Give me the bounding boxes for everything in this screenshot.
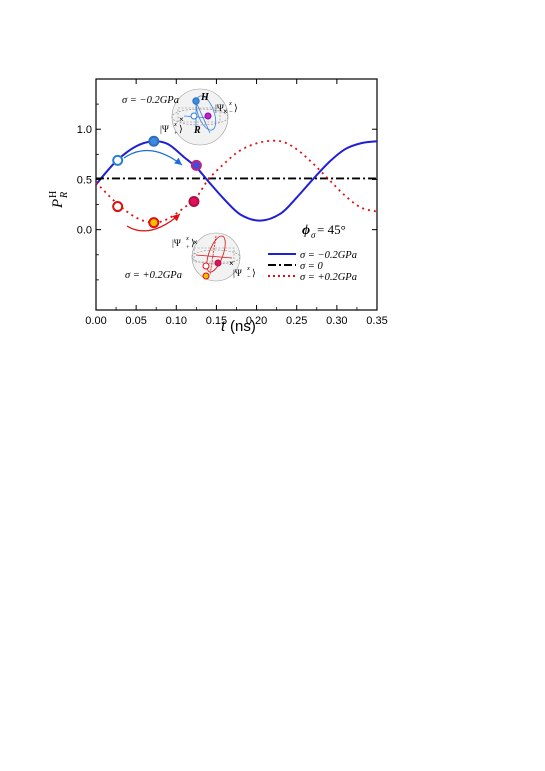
x-axis-label-var: t [221,318,226,335]
legend-label-pos: σ = +0.2GPa [300,272,357,283]
y-tick-label: 0.5 [77,174,92,186]
y-axis-label-sub: R [59,192,70,199]
ket-psi-plus-top: |Ψ x + ⟩ [160,121,183,137]
series-line-0 [95,140,378,222]
phi-label: ϕ σ = 45° [302,222,346,240]
x-tick-label: 0.30 [326,315,347,327]
legend: σ = −0.2GPa σ = 0 σ = +0.2GPa [268,250,357,283]
tick-group: 0.00 0.05 0.10 0.15 0.20 0.25 0.30 0.35 0.0 0.5 1.… [77,79,388,327]
marker-bottom-2 [188,196,200,208]
annotation-top-sigma: σ = −0.2GPa [122,95,179,106]
ket-psi-minus-bottom-sub: − [247,274,251,281]
bloch-bottom-point-yellow [202,272,210,280]
bloch-sphere-top: × × [171,88,229,146]
x-tick-label: 0.05 [125,315,146,327]
bloch-bottom-cross-2: × [229,259,234,268]
ket-psi-minus-bottom-body: |Ψ [233,269,242,279]
bloch-top-point-open [190,112,198,120]
ket-psi-minus-top-body: |Ψ [215,104,224,114]
y-tick-label: 0.0 [77,225,92,237]
x-axis-label: t (ns) [221,318,256,335]
ket-psi-minus-top-close: ⟩ [234,103,238,114]
bloch-top-cross-1: × [223,107,228,116]
marker-top-1 [148,135,160,147]
x-tick-label: 0.00 [85,315,106,327]
ket-psi-plus-top-sup: x [173,121,177,128]
ket-psi-minus-top-sup: x [228,100,232,107]
annotation-R: R [193,125,201,136]
ket-psi-plus-top-sub: + [174,130,178,137]
annotation-bottom-sigma: σ = +0.2GPa [125,270,182,281]
bloch-bottom-cross-1: × [193,238,198,247]
legend-label-zero: σ = 0 [300,261,324,272]
marker-top-0 [112,154,124,166]
phi-label-sub: σ [311,230,316,240]
x-tick-label: 0.25 [286,315,307,327]
arrow-top [123,149,183,166]
bloch-bottom-point-mag [214,259,222,267]
phi-label-symbol: ϕ [302,223,310,238]
series-line-2 [95,139,378,224]
marker-bottom-1 [148,217,160,229]
x-tick-label: 0.20 [246,315,267,327]
arrow-bottom [126,213,181,232]
bloch-top-point-mag [204,112,212,120]
series-group [95,139,378,224]
x-tick-label: 0.10 [166,315,187,327]
ket-psi-minus-bottom-close: ⟩ [252,268,256,279]
y-axis-label: P H R [48,191,70,209]
x-tick-label: 0.15 [206,315,227,327]
y-tick-label: 1.0 [77,124,92,136]
marker-bottom-0 [112,201,124,213]
bloch-bottom-point-open [202,262,210,270]
phi-label-value: = 45° [317,222,346,237]
x-tick-label: 0.35 [366,315,387,327]
bloch-top-point-H [192,97,200,105]
annotation-H: H [200,92,210,103]
ket-psi-plus-top-body: |Ψ [160,125,169,135]
ket-psi-plus-bottom: |Ψ x + ⟩ [172,235,195,251]
marker-group [112,135,202,229]
ket-psi-plus-bottom-sup: x [185,235,189,242]
bloch-top-cross-2: × [179,115,184,124]
legend-label-neg: σ = −0.2GPa [300,250,357,261]
ket-psi-minus-top-sub: − [229,109,233,116]
y-axis-label-sup: H [48,191,59,198]
marker-top-2 [190,159,202,171]
ket-psi-plus-top-close: ⟩ [179,124,183,135]
ket-psi-minus-bottom-sup: x [246,265,250,272]
ket-psi-plus-bottom-sub: + [186,244,190,251]
ket-psi-plus-bottom-body: |Ψ [172,239,181,249]
ket-psi-minus-bottom: |Ψ x − ⟩ [233,265,256,281]
ket-psi-plus-bottom-close: ⟩ [191,238,195,249]
y-axis-label-main: P [50,199,66,209]
ket-psi-minus-top: |Ψ x − ⟩ [215,100,238,116]
bloch-sphere-bottom: × × [191,232,241,282]
x-axis-label-unit: (ns) [230,318,256,335]
